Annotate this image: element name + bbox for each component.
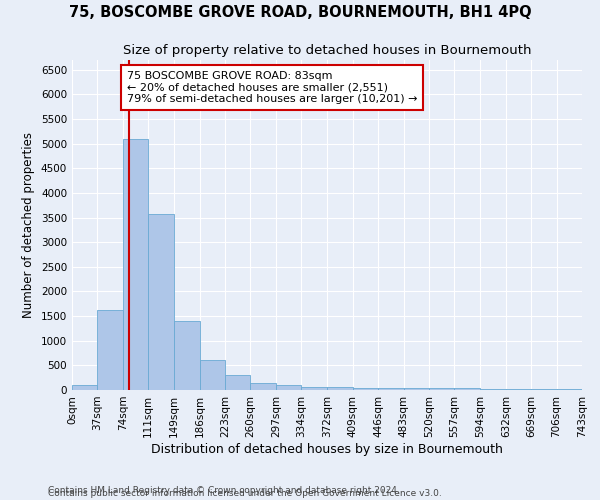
Title: Size of property relative to detached houses in Bournemouth: Size of property relative to detached ho… (123, 44, 531, 58)
Bar (454, 388, 480, 390)
Bar (301, 386, 328, 390)
Bar (148, 214, 174, 390)
Bar (353, 388, 378, 390)
X-axis label: Distribution of detached houses by size in Bournemouth: Distribution of detached houses by size … (151, 442, 503, 456)
Bar (557, 389, 582, 390)
Bar (174, 321, 200, 390)
Bar (531, 389, 557, 390)
Bar (72, 385, 97, 390)
Text: Contains HM Land Registry data © Crown copyright and database right 2024.: Contains HM Land Registry data © Crown c… (48, 486, 400, 495)
Bar (250, 382, 276, 390)
Bar (506, 388, 531, 390)
Bar (480, 388, 506, 390)
Bar (200, 360, 225, 390)
Text: Contains public sector information licensed under the Open Government Licence v3: Contains public sector information licen… (48, 488, 442, 498)
Bar (97, 310, 123, 390)
Bar (328, 388, 353, 390)
Bar (429, 388, 454, 390)
Bar (404, 388, 429, 390)
Y-axis label: Number of detached properties: Number of detached properties (22, 132, 35, 318)
Text: 75, BOSCOMBE GROVE ROAD, BOURNEMOUTH, BH1 4PQ: 75, BOSCOMBE GROVE ROAD, BOURNEMOUTH, BH… (68, 5, 532, 20)
Bar (276, 385, 301, 390)
Bar (123, 139, 148, 390)
Bar (378, 388, 404, 390)
Bar (225, 375, 250, 390)
Text: 75 BOSCOMBE GROVE ROAD: 83sqm
← 20% of detached houses are smaller (2,551)
79% o: 75 BOSCOMBE GROVE ROAD: 83sqm ← 20% of d… (127, 71, 418, 104)
